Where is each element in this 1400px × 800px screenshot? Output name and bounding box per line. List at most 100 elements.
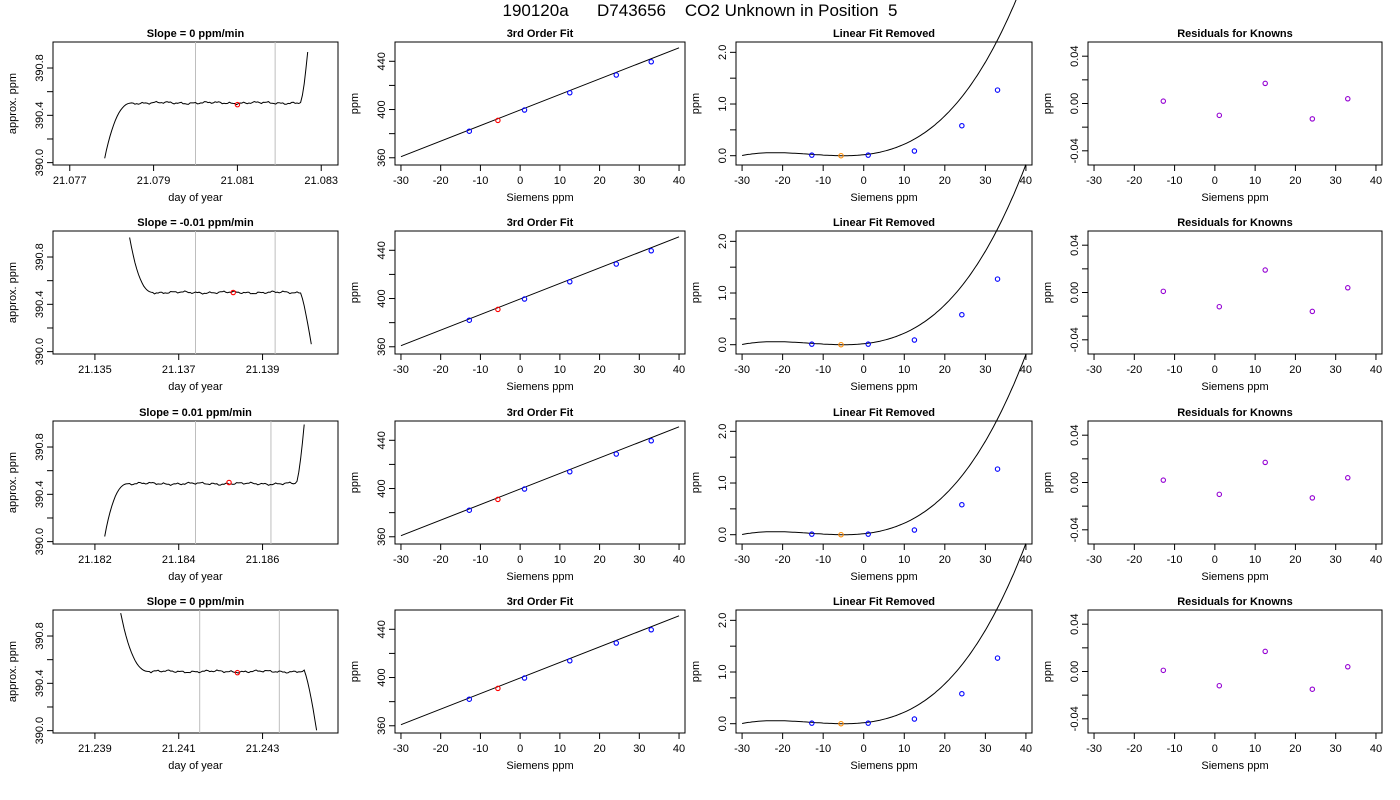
residuals-1-xlabel: Siemens ppm (1201, 192, 1268, 204)
trace-2-xlabel: day of year (168, 381, 223, 393)
linear-removed-ytick-label: 2.0 (717, 45, 729, 60)
unknown-sample-point (838, 341, 844, 348)
linear-removed-4-ylabel: ppm (690, 661, 702, 682)
fit-xtick-label: -30 (393, 743, 409, 755)
trace-line (104, 424, 305, 537)
fit-xtick-label: 0 (517, 364, 523, 376)
known-standard-point (994, 655, 1001, 661)
trace-ytick-label: 390.8 (34, 622, 46, 650)
trace-ytick-label: 390.4 (34, 481, 46, 509)
fit-xtick-label: 10 (554, 743, 566, 755)
fit-4-panel: 3rd Order Fit Siemens ppm ppm -30 -20 -10 0 10 2… (349, 596, 686, 772)
linear-removed-4-panel: Linear Fit Removed Siemens ppm ppm -30 -20 -1… (690, 543, 1033, 772)
fit-ytick-label: 400 (376, 668, 388, 686)
linear-removed-xtick-label: 0 (861, 743, 867, 755)
residual-point (1309, 686, 1316, 692)
residual-point (1262, 80, 1268, 87)
fit-xtick-label: 40 (673, 554, 685, 566)
residuals-xtick-label: 0 (1212, 743, 1218, 755)
fit-xtick-label: -20 (433, 364, 449, 376)
trace-ytick-label: 390.8 (34, 433, 46, 461)
fit-xtick-label: -30 (393, 175, 409, 187)
fit-2-title: 3rd Order Fit (507, 217, 574, 229)
fit-xtick-label: -10 (472, 554, 488, 566)
linear-removed-1-panel: Linear Fit Removed Siemens ppm ppm -30 -20 -1… (690, 0, 1033, 204)
residuals-xtick-label: -30 (1086, 175, 1102, 187)
residuals-4-panel: Residuals for Knowns Siemens ppm ppm -30 -20… (1042, 596, 1383, 772)
trace-xtick-label: 21.243 (246, 743, 280, 755)
residual-point (1309, 116, 1316, 122)
residuals-2-xlabel: Siemens ppm (1201, 381, 1268, 393)
residuals-3-xlabel: Siemens ppm (1201, 571, 1268, 583)
fit-xtick-label: 10 (554, 175, 566, 187)
known-standard-point (911, 716, 918, 722)
known-standard-point (959, 122, 965, 129)
trace-2-panel: Slope = -0.01 ppm/min day of year approx. … (7, 217, 339, 393)
fit-xtick-label: -20 (433, 554, 449, 566)
known-standard-point (613, 261, 620, 267)
residuals-xtick-label: 20 (1289, 554, 1301, 566)
residual-point (1345, 664, 1351, 670)
fit-ytick-label: 360 (376, 528, 388, 546)
fit-xtick-label: -30 (393, 364, 409, 376)
residuals-xtick-label: -20 (1126, 554, 1142, 566)
residuals-3-panel: Residuals for Knowns Siemens ppm ppm -30 -20… (1042, 407, 1383, 583)
trace-3-panel: Slope = 0.01 ppm/min day of year approx. p… (7, 407, 339, 583)
linear-removed-4-xlabel: Siemens ppm (850, 760, 917, 772)
trace-xtick-label: 21.239 (78, 743, 112, 755)
residuals-xtick-label: 20 (1289, 175, 1301, 187)
residuals-xtick-label: 0 (1212, 364, 1218, 376)
fit-xtick-label: 10 (554, 364, 566, 376)
linear-removed-xtick-label: 40 (1020, 554, 1032, 566)
linear-removed-xtick-label: 0 (861, 554, 867, 566)
fit-xtick-label: 30 (633, 175, 645, 187)
fit-1-frame (394, 41, 686, 166)
trace-2-title: Slope = -0.01 ppm/min (137, 217, 254, 229)
known-standard-point (521, 675, 528, 681)
residuals-xtick-label: -10 (1167, 364, 1183, 376)
residuals-2-ylabel: ppm (1042, 282, 1054, 303)
residuals-ytick-label: 0.04 (1069, 234, 1081, 255)
trace-ytick-label: 390.0 (34, 149, 46, 177)
trace-xtick-label: 21.083 (304, 175, 338, 187)
trace-line (120, 612, 318, 731)
trace-xtick-label: 21.137 (162, 364, 196, 376)
trace-ytick-label: 390.4 (34, 102, 46, 130)
linear-removed-ytick-label: 1.0 (717, 96, 729, 111)
linear-removed-xtick-label: -10 (815, 554, 831, 566)
residuals-ytick-label: 0.00 (1069, 661, 1081, 682)
linear-removed-xtick-label: 0 (861, 364, 867, 376)
known-standard-point (959, 311, 965, 318)
fit-1-ylabel: ppm (349, 93, 361, 114)
trace-1-title: Slope = 0 ppm/min (147, 28, 245, 40)
residuals-4-ylabel: ppm (1042, 661, 1054, 682)
residuals-ytick-label: 0.00 (1069, 472, 1081, 493)
known-standard-point (648, 438, 654, 444)
linear-removed-xtick-label: -20 (775, 743, 791, 755)
fit-xtick-label: -30 (393, 554, 409, 566)
fit-curve (400, 47, 680, 158)
linear-removed-xtick-label: -10 (815, 175, 831, 187)
linear-removed-ytick-label: 0.0 (717, 527, 729, 542)
fit-xtick-label: 30 (633, 364, 645, 376)
trace-ytick-label: 390.8 (34, 54, 46, 82)
linear-removed-ytick-label: 1.0 (717, 285, 729, 300)
linear-removed-xtick-label: 40 (1020, 364, 1032, 376)
linear-removed-xtick-label: 10 (898, 743, 910, 755)
residuals-xtick-label: 10 (1249, 364, 1261, 376)
fit-3-frame (394, 420, 686, 545)
fit-ytick-label: 440 (376, 620, 388, 638)
known-standard-point (911, 148, 918, 154)
linear-removed-3-title: Linear Fit Removed (833, 407, 935, 419)
known-standard-point (613, 640, 620, 646)
linear-removed-xtick-label: -20 (775, 175, 791, 187)
residuals-ytick-label: 0.00 (1069, 93, 1081, 114)
trace-xtick-label: 21.135 (78, 364, 112, 376)
residuals-ytick-label: -0.04 (1069, 706, 1081, 731)
linear-removed-xtick-label: 10 (898, 554, 910, 566)
linear-removed-xtick-label: 40 (1020, 175, 1032, 187)
residuals-xtick-label: -20 (1126, 175, 1142, 187)
linear-removed-xtick-label: -30 (734, 364, 750, 376)
fit-xtick-label: 0 (517, 175, 523, 187)
linear-removed-2-ylabel: ppm (690, 282, 702, 303)
